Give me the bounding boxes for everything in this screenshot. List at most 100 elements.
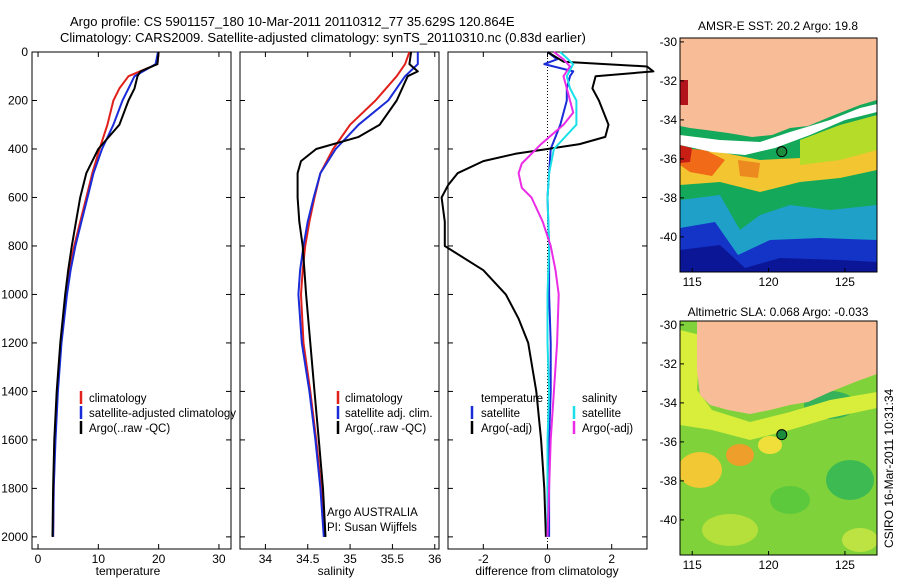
series-line	[546, 51, 578, 537]
map-x-tick-label: 125	[835, 558, 855, 572]
x-tick-label: 34	[259, 552, 273, 566]
x-tick-label: 35.5	[381, 552, 405, 566]
map-y-tick-label: -34	[660, 396, 678, 410]
temperature-xlabel: temperature	[96, 564, 161, 578]
difference-xlabel: difference from climatology	[475, 564, 618, 578]
sst-band-orange-2	[738, 160, 760, 178]
y-tick-label: 600	[8, 190, 28, 204]
sst-land	[680, 38, 877, 137]
difference-lines	[440, 51, 655, 537]
salinity-ticks: 34 34.5 35 35.5 36	[240, 51, 442, 566]
map-y-tick-label: -30	[660, 35, 678, 49]
map-x-tick-label: 125	[835, 275, 855, 289]
sla-blob-3	[770, 486, 810, 514]
x-tick-label: 36	[428, 552, 442, 566]
legend-label-temp-argo: Argo(-adj)	[481, 423, 532, 435]
y-tick-label: 1600	[1, 433, 28, 447]
map-y-tick-label: -32	[660, 357, 678, 371]
sst-map-field	[680, 38, 877, 272]
difference-legend: temperature satellite Argo(-adj) salinit…	[470, 393, 633, 435]
salinity-xlabel: salinity	[318, 564, 355, 578]
sst-map-title: AMSR-E SST: 20.2 Argo: 19.8	[698, 19, 858, 33]
sst-map-panel: AMSR-E SST: 20.2 Argo: 19.8 115 120 125 -30…	[660, 19, 878, 289]
temperature-axes-box	[31, 51, 232, 550]
x-tick-label: 34.5	[296, 552, 320, 566]
y-tick-label: 1400	[1, 384, 28, 398]
figure-title-line1: Argo profile: CS 5901157_180 10-Mar-2011…	[70, 14, 515, 29]
y-tick-label: 0	[21, 45, 28, 59]
sla-blob-8	[842, 528, 877, 552]
series-line	[440, 51, 655, 537]
difference-panel: -2 0 2 difference from climatology tempera…	[440, 51, 655, 578]
legend-title-temperature: temperature	[481, 393, 543, 405]
salinity-legend: climatology satellite adj. clim. Argo(..…	[336, 391, 433, 435]
sla-blob-1	[680, 452, 722, 488]
sla-map-field	[680, 321, 877, 555]
map-y-tick-label: -40	[660, 230, 678, 244]
legend-label-argo: Argo(..raw -QC)	[89, 423, 170, 435]
sst-band-darkblue	[680, 245, 877, 272]
y-tick-label: 1000	[1, 287, 28, 301]
argo-program-label: Argo AUSTRALIA	[327, 507, 418, 519]
map-y-tick-label: -32	[660, 74, 678, 88]
x-tick-label: 0	[35, 552, 42, 566]
map-y-tick-label: -30	[660, 318, 678, 332]
map-y-tick-label: -34	[660, 113, 678, 127]
sla-land	[697, 321, 877, 414]
sst-map-frame	[679, 37, 878, 273]
x-tick-label: 35	[343, 552, 357, 566]
series-line	[51, 51, 160, 537]
map-y-tick-label: -36	[660, 435, 678, 449]
salinity-lines	[296, 51, 419, 537]
series-line	[52, 51, 159, 537]
temperature-ticks: 0 10 20 30 0 200 400 600 800 1000 1200 1400 1600 1800…	[1, 45, 231, 566]
difference-ticks: -2 0 2	[448, 51, 647, 566]
salinity-panel: 34 34.5 35 35.5 36 salinity climatology sate…	[239, 51, 442, 578]
temperature-panel: 0 10 20 30 0 200 400 600 800 1000 1200 1400 1600 1800…	[1, 45, 236, 578]
legend-label-sal-argo: Argo(-adj)	[582, 423, 633, 435]
x-tick-label: 10	[92, 552, 106, 566]
legend-label-satellite: satellite adj. clim.	[345, 408, 433, 420]
map-y-tick-label: -38	[660, 191, 678, 205]
legend-label-argo: Argo(..raw -QC)	[345, 423, 426, 435]
y-tick-label: 2000	[1, 530, 28, 544]
legend-label-climatology: climatology	[89, 393, 147, 405]
y-tick-label: 1200	[1, 336, 28, 350]
sla-map-ticks: 115 120 125 -30 -32 -34 -36 -38 -40	[660, 318, 856, 572]
sla-float-marker	[776, 429, 788, 441]
y-tick-label: 400	[8, 142, 28, 156]
series-line	[517, 51, 575, 537]
map-y-tick-label: -36	[660, 152, 678, 166]
sst-float-marker	[776, 146, 788, 158]
sla-coastal-strip	[680, 330, 877, 440]
temperature-legend: climatology satellite-adjusted climatolo…	[79, 391, 236, 435]
sst-band-yellowgreen	[800, 115, 877, 165]
sla-blob-2	[726, 444, 754, 466]
sst-coastal-gap	[680, 104, 877, 155]
series-line	[296, 51, 419, 537]
y-tick-label: 1800	[1, 481, 28, 495]
sst-map-ticks: 115 120 125 -30 -32 -34 -36 -38 -40	[660, 35, 856, 289]
x-tick-label: 20	[152, 552, 166, 566]
legend-label-satellite: satellite-adjusted climatology	[89, 408, 236, 420]
map-x-tick-label: 120	[759, 558, 779, 572]
credit-label: CSIRO 16-Mar-2011 10:31:34	[882, 388, 896, 548]
salinity-axes-box	[239, 51, 440, 550]
x-tick-label: 30	[212, 552, 226, 566]
map-y-tick-label: -40	[660, 513, 678, 527]
sst-land-strip	[680, 80, 688, 105]
legend-label-sal-satellite: satellite	[582, 408, 621, 420]
y-tick-label: 200	[8, 93, 28, 107]
legend-title-salinity: salinity	[582, 393, 617, 405]
sla-blob-5	[702, 514, 758, 546]
map-y-tick-label: -38	[660, 474, 678, 488]
series-line	[297, 52, 419, 537]
sst-band-orange	[680, 148, 725, 176]
map-x-tick-label: 120	[759, 275, 779, 289]
sla-map-panel: Altimetric SLA: 0.068 Argo: -0.033 115 12…	[660, 305, 878, 572]
map-x-tick-label: 115	[683, 275, 702, 289]
legend-label-climatology: climatology	[345, 393, 403, 405]
sla-map-title: Altimetric SLA: 0.068 Argo: -0.033	[688, 305, 869, 319]
pi-label: PI: Susan Wijffels	[327, 522, 417, 534]
